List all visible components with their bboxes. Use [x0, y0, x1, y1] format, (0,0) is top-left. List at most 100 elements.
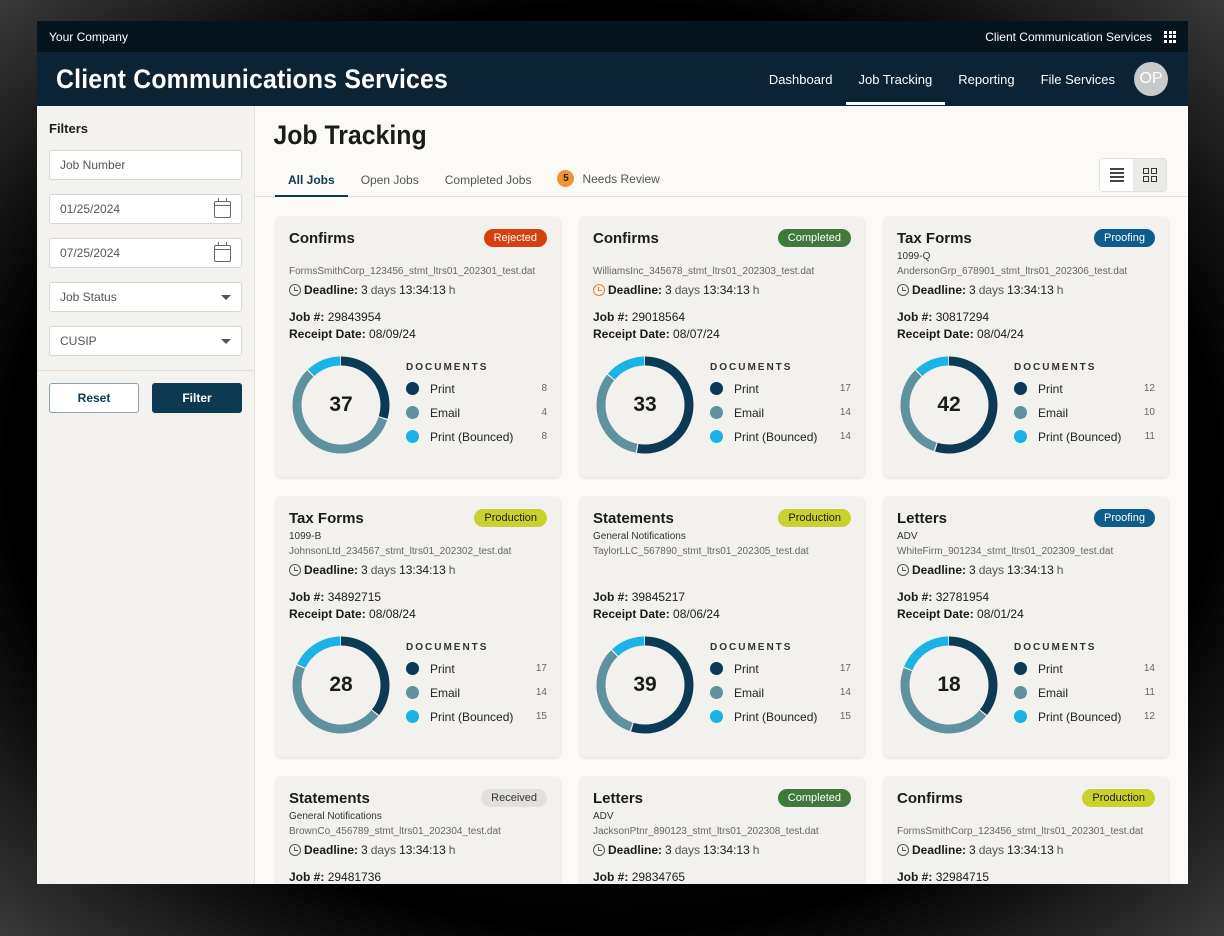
- clock-icon: [289, 284, 301, 296]
- job-label: Job #:: [289, 590, 325, 604]
- receipt-date: Receipt Date: 08/08/24: [289, 606, 547, 623]
- documents-total: 28: [329, 673, 353, 696]
- legend-label: Email: [734, 405, 765, 420]
- calendar-icon[interactable]: [214, 197, 231, 218]
- job-number: Job #: 29481736: [289, 869, 547, 884]
- legend-label: Print (Bounced): [734, 709, 818, 724]
- job-card[interactable]: Letters Completed ADV JacksonPtnr_890123…: [580, 777, 864, 884]
- job-card[interactable]: Confirms Rejected FormsSmithCorp_123456_…: [276, 217, 560, 477]
- job-status-placeholder: Job Status: [60, 290, 117, 304]
- apps-grid-icon[interactable]: [1164, 30, 1176, 43]
- legend-print: Print 17: [710, 657, 851, 681]
- grid-icon: [1142, 168, 1157, 182]
- job-number: Job #: 29834765: [593, 869, 851, 884]
- legend-title: DOCUMENTS: [406, 361, 489, 373]
- legend-title: DOCUMENTS: [710, 361, 793, 373]
- deadline-hour-unit: h: [448, 283, 456, 297]
- receipt-value: 08/01/24: [977, 607, 1024, 621]
- documents-donut-chart: 33: [593, 353, 697, 457]
- deadline-label: Deadline:: [912, 843, 967, 857]
- deadline-hour-unit: h: [1056, 283, 1064, 297]
- cusip-select[interactable]: CUSIP: [49, 326, 242, 356]
- legend-label: Print (Bounced): [430, 429, 514, 444]
- card-title: Tax Forms: [897, 229, 972, 247]
- card-subtype: [289, 251, 547, 263]
- legend-label: Email: [1038, 405, 1069, 420]
- grid-view-button[interactable]: [1133, 159, 1166, 191]
- job-label: Job #:: [593, 870, 629, 884]
- job-card[interactable]: Tax Forms Proofing 1099-Q AndersonGrp_67…: [884, 217, 1168, 477]
- deadline-hour-unit: h: [1056, 563, 1064, 577]
- card-title: Statements: [289, 789, 370, 807]
- card-title: Letters: [593, 789, 644, 807]
- deadline-time: 13:34:13: [1007, 283, 1054, 297]
- brand-title: Client Communications Services: [56, 63, 449, 94]
- deadline-hour-unit: h: [752, 843, 760, 857]
- documents-donut-chart: 28: [289, 633, 393, 737]
- deadline-unit: days: [978, 283, 1005, 297]
- user-avatar[interactable]: OP: [1134, 62, 1168, 96]
- clock-icon: [897, 564, 909, 576]
- deadline-days: 3: [665, 843, 672, 857]
- app-switcher-label[interactable]: Client Communication Services: [985, 29, 1152, 44]
- deadline-hour-unit: h: [448, 843, 456, 857]
- clock-icon: [593, 844, 605, 856]
- legend-label: Email: [430, 405, 461, 420]
- job-number-input[interactable]: Job Number: [49, 150, 242, 180]
- card-filename: FormsSmithCorp_123456_stmt_ltrs01_202301…: [897, 826, 1144, 837]
- legend-value: 14: [839, 407, 851, 418]
- job-label: Job #:: [897, 870, 933, 884]
- tab-label: All Jobs: [288, 173, 335, 187]
- legend-print: Print 17: [406, 657, 547, 681]
- reset-button[interactable]: Reset: [49, 383, 139, 413]
- legend-value: 14: [839, 687, 851, 698]
- tab-all-jobs[interactable]: All Jobs: [275, 173, 348, 197]
- deadline-time: 13:34:13: [399, 843, 446, 857]
- email-dot-icon: [406, 406, 419, 419]
- card-filename: TaylorLLC_567890_stmt_ltrs01_202305_test…: [593, 546, 809, 557]
- start-date-input[interactable]: 01/25/2024: [49, 194, 242, 224]
- tab-completed-jobs[interactable]: Completed Jobs: [432, 173, 545, 196]
- bounced-dot-icon: [710, 430, 723, 443]
- deadline-label: Deadline:: [304, 563, 359, 577]
- legend-value: 11: [1144, 431, 1155, 442]
- documents-total: 37: [329, 393, 353, 416]
- nav-job-tracking[interactable]: Job Tracking: [845, 52, 946, 106]
- filter-button[interactable]: Filter: [152, 383, 242, 413]
- job-card[interactable]: Statements Received General Notification…: [276, 777, 560, 884]
- card-subtype: 1099-Q: [897, 251, 931, 262]
- documents-total: 39: [633, 673, 657, 696]
- legend-value: 8: [541, 431, 547, 442]
- deadline: Deadline: 3 days 13:34:13 h: [897, 282, 1155, 298]
- documents-legend: DOCUMENTS Print 17 Email 14 Print (Bounced…: [406, 642, 547, 729]
- job-status-select[interactable]: Job Status: [49, 282, 242, 312]
- tab-needs-review[interactable]: 5 Needs Review: [544, 170, 672, 196]
- receipt-date: Receipt Date: 08/09/24: [289, 326, 547, 343]
- receipt-label: Receipt Date:: [289, 327, 366, 341]
- nav-file-services[interactable]: File Services: [1040, 71, 1115, 87]
- deadline-time: 13:34:13: [399, 283, 446, 297]
- nav-dashboard[interactable]: Dashboard: [768, 71, 833, 87]
- job-card[interactable]: Confirms Completed WilliamsInc_345678_st…: [580, 217, 864, 477]
- clock-icon: [897, 844, 909, 856]
- list-icon: [1109, 168, 1124, 182]
- legend-print: Print 8: [406, 377, 547, 401]
- job-card[interactable]: Letters Proofing ADV WhiteFirm_901234_st…: [884, 497, 1168, 757]
- list-view-button[interactable]: [1100, 159, 1133, 191]
- legend-label: Print (Bounced): [734, 429, 818, 444]
- job-card[interactable]: Confirms Production FormsSmithCorp_12345…: [884, 777, 1168, 884]
- legend-bounced: Print (Bounced) 8: [406, 425, 547, 449]
- nav-reporting[interactable]: Reporting: [958, 71, 1015, 87]
- job-card[interactable]: Statements Production General Notificati…: [580, 497, 864, 757]
- calendar-icon[interactable]: [214, 241, 231, 262]
- legend-title: DOCUMENTS: [406, 641, 489, 653]
- end-date-value: 07/25/2024: [60, 246, 121, 260]
- end-date-input[interactable]: 07/25/2024: [49, 238, 242, 268]
- tab-open-jobs[interactable]: Open Jobs: [348, 173, 432, 196]
- card-subtype: 1099-B: [289, 531, 322, 542]
- job-card[interactable]: Tax Forms Production 1099-B JohnsonLtd_2…: [276, 497, 560, 757]
- legend-label: Print: [430, 661, 455, 676]
- legend-label: Email: [734, 685, 765, 700]
- job-value: 34892715: [327, 590, 382, 604]
- start-date-value: 01/25/2024: [60, 202, 121, 216]
